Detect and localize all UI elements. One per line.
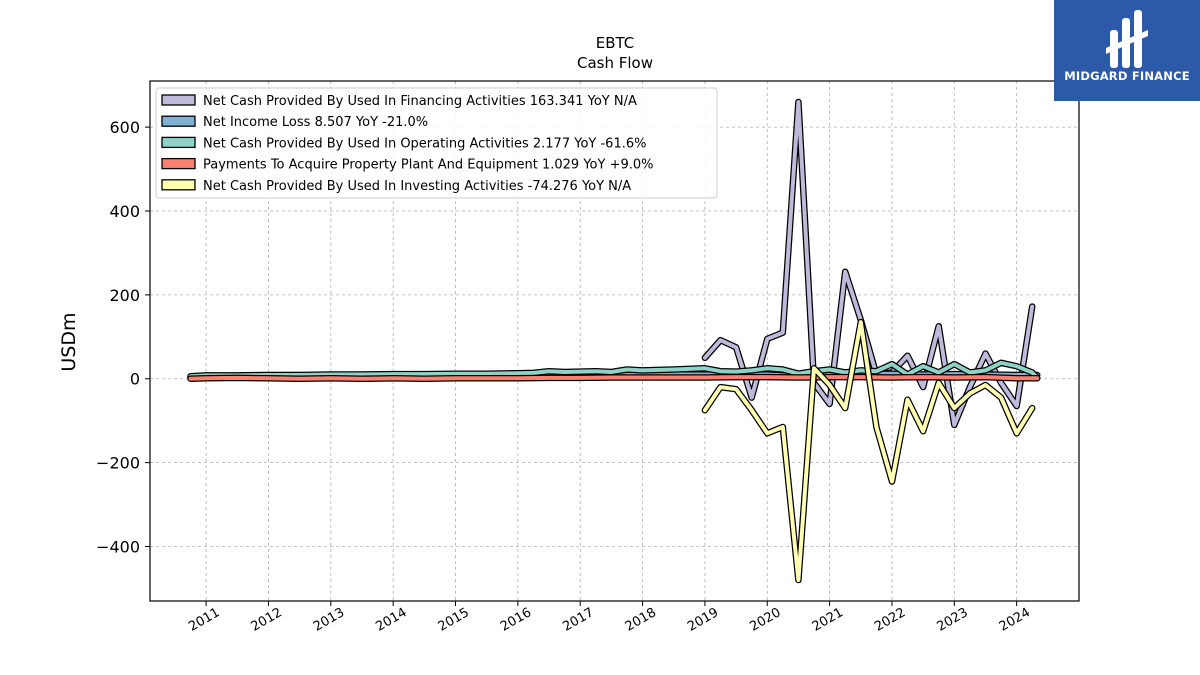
legend-label: Net Cash Provided By Used In Operating A… [203,136,646,151]
legend-swatch [161,179,196,191]
x-tick-label: 2014 [373,605,409,635]
x-tick-label: 2023 [934,605,970,635]
legend-label: Net Cash Provided By Used In Investing A… [203,179,631,194]
x-tick-label: 2012 [249,605,285,635]
series-line [188,375,1040,381]
x-tick-label: 2017 [560,605,596,635]
series-net-cash-provided-by-used-in-operating-activities [187,359,1041,382]
series-line [188,360,1040,380]
chart-subtitle-text: Cash Flow [577,54,653,72]
legend-swatch [161,94,196,106]
x-tick-label: 2020 [747,605,783,635]
x-tick-label: 2021 [810,605,846,635]
chart-title-text: EBTC [596,34,635,52]
legend-swatch [161,115,196,127]
legend-box [155,87,718,199]
x-tick-label: 2016 [498,605,534,635]
x-tick-label: 2019 [685,605,721,635]
legend-label: Payments To Acquire Property Plant And E… [203,158,654,173]
y-tick-label: 600 [109,118,140,137]
x-axis-ticks: 2011 2012 2013 2014 2015 2016 2017 2018 2019 2020… [186,601,1033,635]
y-axis-ticks: 600 400 200 0 −200 −400 [96,118,150,556]
x-tick-label: 2024 [997,605,1033,635]
plot-area [187,98,1041,584]
series-payments-to-acquire-property-plant-and-equipment [187,373,1041,382]
midgard-logo-icon [1106,10,1148,68]
chart-title: EBTC Cash Flow [577,34,653,72]
y-tick-label: −200 [96,454,140,473]
y-tick-label: −400 [96,537,140,556]
x-tick-label: 2022 [872,605,908,635]
y-axis-label: USDm [58,312,80,371]
legend-label: Net Income Loss 8.507 YoY -21.0% [203,115,428,130]
y-tick-label: 200 [109,286,140,305]
brand-name: MIDGARD FINANCE [1064,69,1190,83]
y-tick-label: 400 [109,202,140,221]
y-tick-label: 0 [130,370,140,389]
legend-item: Net Cash Provided By Used In Investing A… [161,179,631,194]
series-line [702,320,1035,582]
series-net-cash-provided-by-used-in-investing-activities [701,318,1036,584]
x-tick-label: 2011 [186,605,222,635]
legend-label: Net Cash Provided By Used In Financing A… [203,94,637,109]
brand-logo: MIDGARD FINANCE [1054,0,1200,101]
x-tick-label: 2013 [311,605,347,635]
legend-swatch [161,157,196,170]
legend-item: Payments To Acquire Property Plant And E… [161,157,654,173]
x-tick-label: 2018 [623,605,659,635]
legend-item: Net Income Loss 8.507 YoY -21.0% [161,115,428,130]
legend-item: Net Cash Provided By Used In Operating A… [161,136,646,151]
legend: Net Cash Provided By Used In Financing A… [155,87,718,199]
plot-frame [149,80,1080,602]
legend-swatch [161,136,196,149]
x-tick-label: 2015 [436,605,472,635]
legend-item: Net Cash Provided By Used In Financing A… [161,94,637,109]
